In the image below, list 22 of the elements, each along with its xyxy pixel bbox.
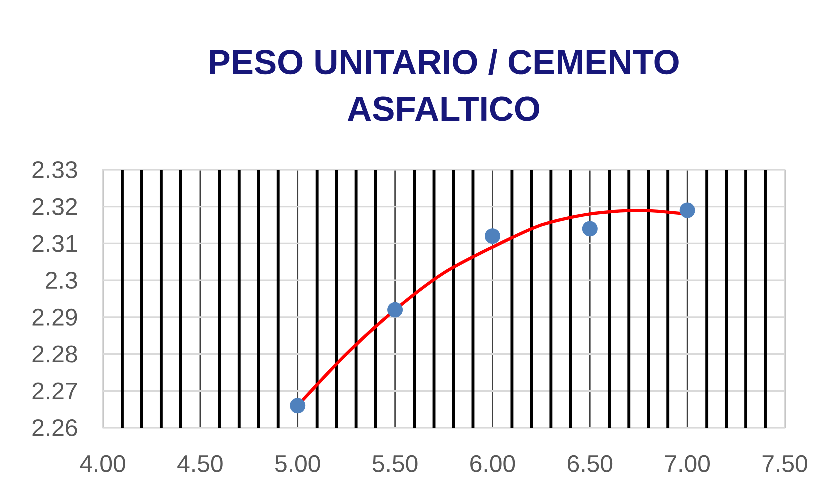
y-tick-label: 2.3 (46, 272, 78, 290)
point (680, 202, 696, 218)
x-tick-label: 5.00 (275, 455, 320, 472)
point (290, 398, 306, 414)
x-tick-label: 7.50 (762, 455, 808, 472)
y-tick-label: 2.32 (32, 198, 78, 216)
x-tick-label: 4.00 (80, 455, 126, 472)
x-tick-label: 6.50 (568, 455, 613, 472)
x-tick-label: 4.50 (178, 455, 223, 472)
point (484, 228, 500, 244)
x-tick-label: 5.50 (372, 455, 418, 472)
y-tick-label: 2.29 (32, 308, 78, 326)
point (388, 302, 404, 318)
x-tick-label: 7.00 (665, 455, 710, 472)
y-tick-label: 2.27 (32, 382, 78, 400)
point (582, 221, 598, 237)
y-tick-label: 2.31 (32, 235, 78, 252)
y-tick-label: 2.26 (32, 419, 78, 436)
x-tick-label: 6.00 (470, 455, 516, 472)
y-tick-label: 2.33 (32, 161, 78, 178)
y-tick-label: 2.28 (32, 346, 78, 363)
chart-title: PESO UNITARIO / CEMENTO ASFALTICO (210, 49, 679, 122)
